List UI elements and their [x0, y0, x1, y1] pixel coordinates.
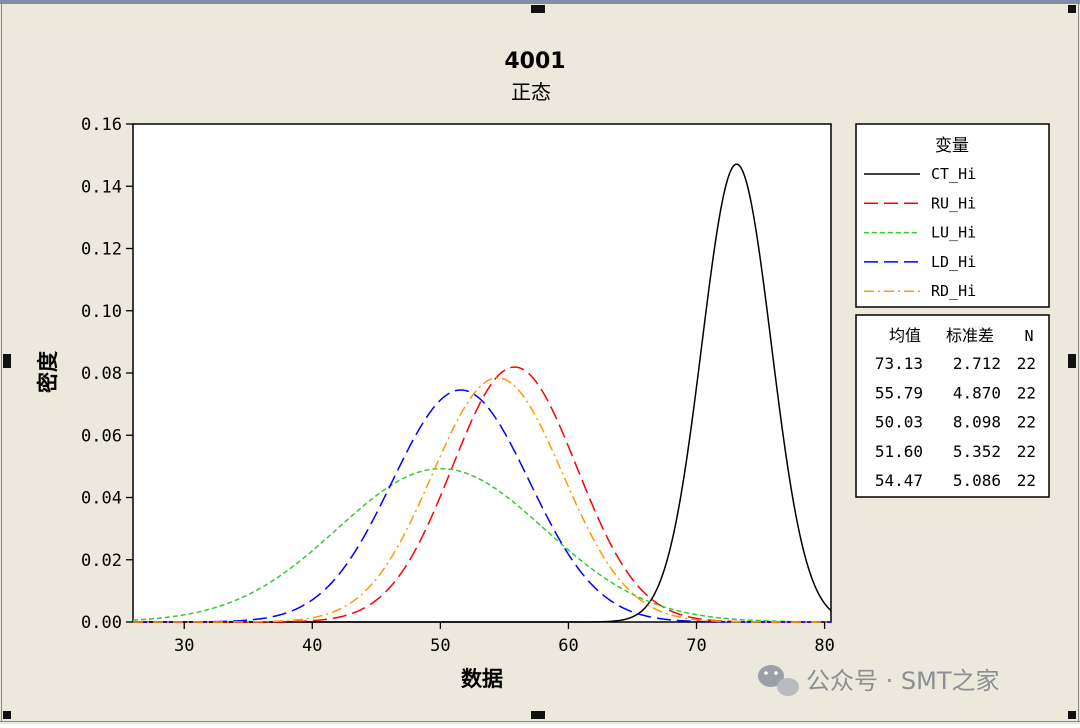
x-tick-label: 70 — [686, 636, 706, 656]
legend-label: RU_Hi — [931, 194, 976, 212]
stats-header-stdev: 标准差 — [946, 326, 994, 345]
stats-n: 22 — [1017, 471, 1036, 490]
legend-label: LD_Hi — [931, 253, 976, 271]
resize-handle-bottom[interactable] — [531, 711, 545, 719]
stats-stdev: 5.352 — [953, 442, 1001, 461]
series-curve-ld-hi — [133, 389, 831, 623]
x-tick-label: 40 — [302, 636, 322, 656]
density-curves — [132, 163, 832, 623]
watermark: 公众号 · SMT之家 — [758, 665, 1000, 696]
y-tick-label: 0.06 — [81, 426, 122, 446]
stats-n: 22 — [1017, 354, 1036, 373]
legend-items: CT_Hi RU_Hi LU_Hi LD_Hi RD_Hi — [864, 165, 976, 300]
y-tick-label: 0.14 — [81, 177, 122, 197]
stats-mean: 51.60 — [875, 442, 923, 461]
stats-header-n: N — [1024, 327, 1033, 345]
legend-label: LU_Hi — [931, 224, 976, 242]
window-top-bar — [0, 0, 1080, 4]
y-tick-label: 0.12 — [81, 240, 122, 260]
resize-handle-bottom-left[interactable] — [3, 711, 11, 719]
legend-box — [855, 123, 1050, 308]
chart-title: 4001 — [504, 49, 565, 74]
resize-handle-top[interactable] — [531, 5, 545, 13]
series-curve-lu-hi — [132, 467, 831, 623]
y-tick-label: 0.00 — [81, 613, 122, 633]
x-tick-label: 80 — [814, 636, 834, 656]
y-tick-label: 0.02 — [81, 551, 122, 571]
stats-stdev: 5.086 — [953, 471, 1001, 490]
y-tick-label: 0.04 — [81, 489, 122, 509]
stats-mean: 55.79 — [875, 383, 923, 402]
resize-handle-top-right[interactable] — [1068, 5, 1076, 13]
resize-handle-right[interactable] — [1068, 354, 1076, 368]
y-axis-label: 密度 — [36, 351, 60, 393]
series-curve-ct-hi — [133, 163, 832, 623]
chart-subtitle: 正态 — [511, 80, 551, 104]
x-axis: 30 40 50 60 70 80 — [174, 622, 835, 656]
y-tick-label: 0.16 — [81, 115, 122, 135]
stats-n: 22 — [1017, 383, 1036, 402]
y-tick-label: 0.10 — [81, 302, 122, 322]
wechat-icon — [758, 665, 799, 696]
x-tick-label: 60 — [558, 636, 578, 656]
stats-n: 22 — [1017, 442, 1036, 461]
y-tick-label: 0.08 — [81, 364, 122, 384]
stats-mean: 73.13 — [875, 354, 923, 373]
stats-stdev: 2.712 — [953, 354, 1001, 373]
resize-handle-left[interactable] — [3, 354, 11, 368]
legend-label: CT_Hi — [931, 165, 976, 183]
stats-stdev: 8.098 — [953, 413, 1001, 432]
stats-mean: 54.47 — [875, 471, 923, 490]
y-axis: 0.00 0.02 0.04 0.06 0.08 0.10 0.12 0.14 0.16 — [81, 115, 133, 633]
stats-n: 22 — [1017, 413, 1036, 432]
x-axis-label: 数据 — [461, 667, 503, 691]
stats-header-mean: 均值 — [889, 326, 921, 345]
watermark-text: 公众号 · SMT之家 — [806, 667, 1000, 695]
stats-stdev: 4.870 — [953, 383, 1001, 402]
legend-label: RD_Hi — [931, 282, 976, 300]
stats-mean: 50.03 — [875, 413, 923, 432]
series-curve-rd-hi — [133, 377, 831, 623]
stats-box — [855, 314, 1050, 498]
legend-title: 变量 — [935, 136, 969, 156]
x-tick-label: 50 — [430, 636, 450, 656]
plot-area — [132, 123, 832, 623]
x-tick-label: 30 — [174, 636, 194, 656]
resize-handle-bottom-right[interactable] — [1068, 711, 1076, 719]
stats-rows: 73.13 2.712 22 55.79 4.870 22 50.03 8.098 22 51.6… — [875, 354, 1036, 490]
